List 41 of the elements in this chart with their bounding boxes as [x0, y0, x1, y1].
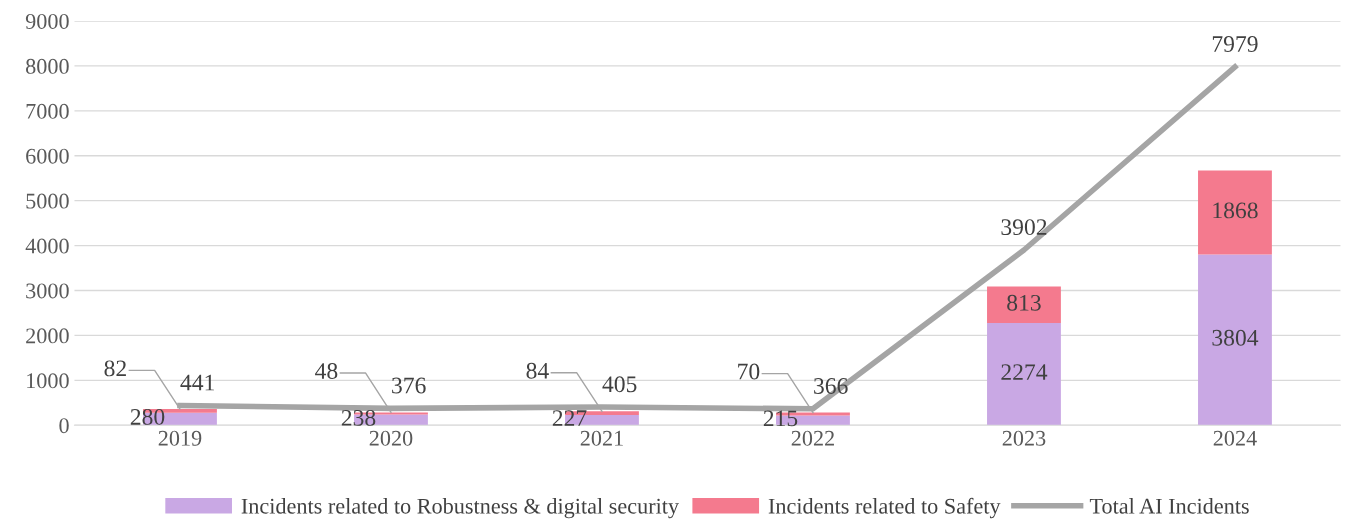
data-label: 48	[315, 363, 338, 379]
y-tick-label: 7000	[26, 103, 69, 119]
data-label: 84	[526, 362, 549, 379]
legend-label: Total AI Incidents	[1089, 498, 1249, 514]
y-tick-label: 8000	[26, 58, 69, 74]
y-tick-label: 5000	[26, 193, 69, 209]
y-tick-label: 6000	[26, 148, 69, 164]
y-tick-label: 2000	[26, 328, 69, 344]
x-tick-label: 2020	[369, 430, 413, 446]
data-label: 1868	[1213, 202, 1258, 219]
x-tick-label: 2021	[580, 430, 623, 446]
data-label: 215	[763, 410, 798, 427]
legend-label: Incidents related to Robustness & digital security	[241, 498, 679, 519]
data-label: 441	[180, 374, 214, 391]
bar	[1198, 254, 1272, 426]
x-tick-label: 2023	[1002, 430, 1046, 446]
x-tick-label: 2022	[791, 430, 834, 446]
data-label: 82	[104, 360, 126, 377]
y-tick-label: 4000	[25, 238, 69, 254]
legend-label: Incidents related to Safety	[768, 497, 1001, 519]
bar	[987, 286, 1061, 324]
x-tick-label: 2019	[158, 430, 202, 446]
data-label: 2274	[1001, 364, 1048, 380]
bar	[1198, 170, 1272, 255]
data-label: 3804	[1212, 329, 1259, 346]
data-label: 227	[552, 410, 587, 426]
data-label: 7979	[1212, 36, 1258, 52]
data-label: 366	[814, 378, 848, 394]
data-label: 376	[392, 377, 426, 394]
data-label: 405	[602, 376, 637, 393]
y-tick-label: 3000	[26, 283, 69, 299]
data-label: 280	[130, 408, 165, 425]
y-tick-label: 0	[59, 418, 69, 434]
y-tick-label: 1000	[27, 373, 69, 389]
y-tick-label: 9000	[25, 13, 69, 29]
data-label: 238	[341, 409, 376, 426]
x-tick-label: 2024	[1213, 430, 1257, 446]
data-label: 3902	[1001, 219, 1047, 236]
data-label: 70	[738, 363, 760, 380]
bar	[987, 323, 1061, 426]
data-label: 813	[1007, 294, 1041, 311]
